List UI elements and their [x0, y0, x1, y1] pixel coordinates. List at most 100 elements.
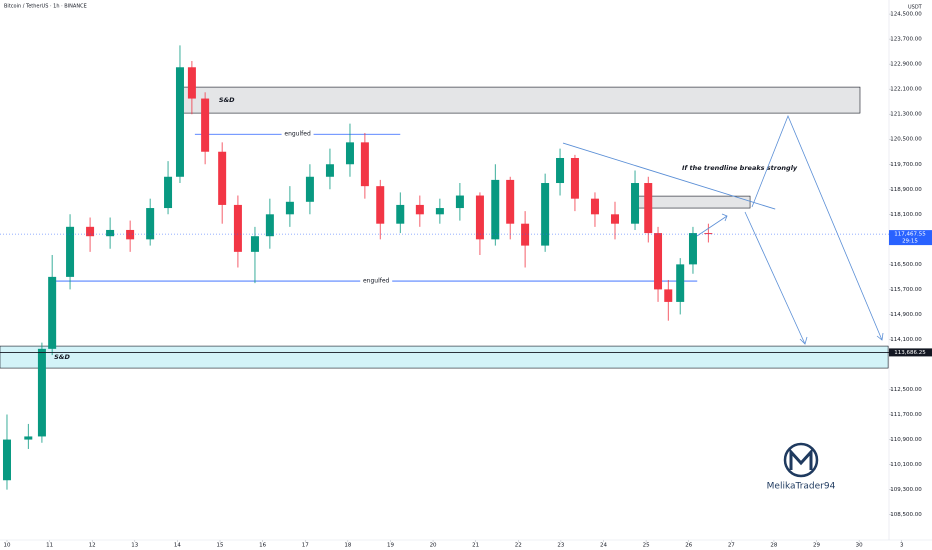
y-tick-label: 110,100.00: [890, 462, 922, 468]
candle-body: [126, 229, 135, 240]
candle-body: [250, 236, 259, 252]
sd-zone: [178, 86, 861, 114]
candle-body: [360, 142, 369, 187]
y-tick-label: 108,500.00: [890, 512, 922, 518]
arrow: [696, 215, 728, 237]
candle-body: [676, 264, 685, 302]
plot-area: S&D S&D engulfed engulfed If the trendline b…: [0, 45, 889, 490]
x-tick-label: 17: [302, 543, 309, 549]
price-tag-label: 113,686.25: [894, 350, 926, 356]
x-tick-label: 13: [131, 543, 138, 549]
x-tick-label: 16: [259, 543, 266, 549]
candle-body: [688, 233, 697, 265]
retest-box: [636, 195, 751, 209]
y-tick-label: 122,100.00: [890, 87, 922, 93]
candle-body: [233, 204, 242, 252]
candle-body: [305, 176, 314, 202]
logo-m: [789, 448, 813, 470]
candle-body: [265, 214, 274, 237]
logo-ring: [783, 442, 819, 478]
candle-body: [106, 229, 115, 237]
y-tick-label: 124,500.00: [890, 12, 922, 18]
chart-title: Bitcoin / TetherUS · 1h · BINANCE: [4, 4, 87, 10]
engulfed-label: engulfed: [363, 278, 390, 285]
candle-body: [175, 67, 184, 177]
y-tick-label: 120,500.00: [890, 137, 922, 143]
y-tick-label: 114,100.00: [890, 337, 922, 343]
candle-body: [664, 289, 673, 302]
x-tick-label: 24: [600, 543, 607, 549]
candle-body: [590, 198, 599, 215]
candle-body: [541, 183, 550, 246]
y-tick-label: 118,900.00: [890, 187, 922, 193]
x-tick-label: 22: [515, 543, 522, 549]
x-tick-label: 18: [344, 543, 351, 549]
x-tick-label: 26: [685, 543, 692, 549]
y-tick-label: 115,700.00: [890, 287, 922, 293]
candle-body: [187, 67, 196, 99]
y-tick-label: 118,100.00: [890, 212, 922, 218]
candle-body: [556, 157, 565, 184]
price-tag: [889, 348, 932, 357]
x-tick-label: 10: [3, 543, 10, 549]
x-tick-label: 14: [174, 543, 181, 549]
x-tick-label: 15: [217, 543, 224, 549]
x-tick-label: 27: [728, 543, 735, 549]
x-tick-label: 20: [430, 543, 437, 549]
author: MelikaTrader94: [767, 482, 836, 492]
x-tick-label: 19: [387, 543, 394, 549]
y-tick-label: 109,300.00: [890, 487, 922, 493]
y-tick-label: 111,700.00: [890, 412, 922, 418]
candle-body: [48, 276, 57, 349]
trendline-label: If the trendline breaks strongly: [682, 164, 798, 172]
candle-body: [631, 183, 640, 224]
candle-body: [396, 204, 405, 224]
price-tag: [889, 230, 932, 246]
candle-body: [37, 348, 46, 437]
candle-body: [704, 233, 713, 235]
candle-body: [570, 157, 579, 199]
y-tick-label: 121,300.00: [890, 112, 922, 118]
price-timer: 29:15: [902, 239, 918, 245]
candle-body: [146, 208, 155, 240]
price-tag-label: 117,467.55: [894, 232, 926, 238]
arrow-head: [799, 336, 808, 345]
x-tick-label: 12: [89, 543, 96, 549]
candle-body: [491, 179, 500, 240]
candle-body: [376, 186, 385, 224]
label-bg: [360, 277, 393, 286]
candle-body: [415, 204, 424, 215]
y-tick-label: 114,900.00: [890, 312, 922, 318]
candle-body: [2, 439, 11, 481]
x-tick-label: 25: [643, 543, 650, 549]
projection-arrows: [696, 114, 884, 345]
candle-body: [201, 98, 210, 152]
candle-body: [610, 214, 619, 224]
candle-body: [325, 164, 334, 177]
arrow: [744, 211, 806, 345]
price-axis: [889, 0, 932, 550]
candle-body: [521, 223, 530, 246]
x-tick-label: 30: [856, 543, 863, 549]
trendline: [562, 142, 776, 210]
y-tick-label: 110,900.00: [890, 437, 922, 443]
currency: USDT: [908, 5, 923, 11]
x-tick-label: 23: [557, 543, 564, 549]
zone-label: S&D: [54, 353, 70, 361]
y-tick-label: 112,500.00: [890, 387, 922, 393]
candle-body: [66, 226, 75, 277]
y-tick-label: 116,500.00: [890, 262, 922, 268]
candle-body: [506, 179, 515, 224]
arrow-head: [721, 213, 728, 222]
candle-body: [218, 151, 227, 205]
candle-body: [455, 195, 464, 209]
sd-zone: [0, 345, 889, 369]
candle-body: [475, 195, 484, 240]
y-tick-label: 123,700.00: [890, 37, 922, 43]
x-tick-label: 21: [472, 543, 479, 549]
candle-body: [164, 176, 173, 209]
candle-body: [345, 142, 354, 165]
candle-body: [654, 233, 663, 290]
